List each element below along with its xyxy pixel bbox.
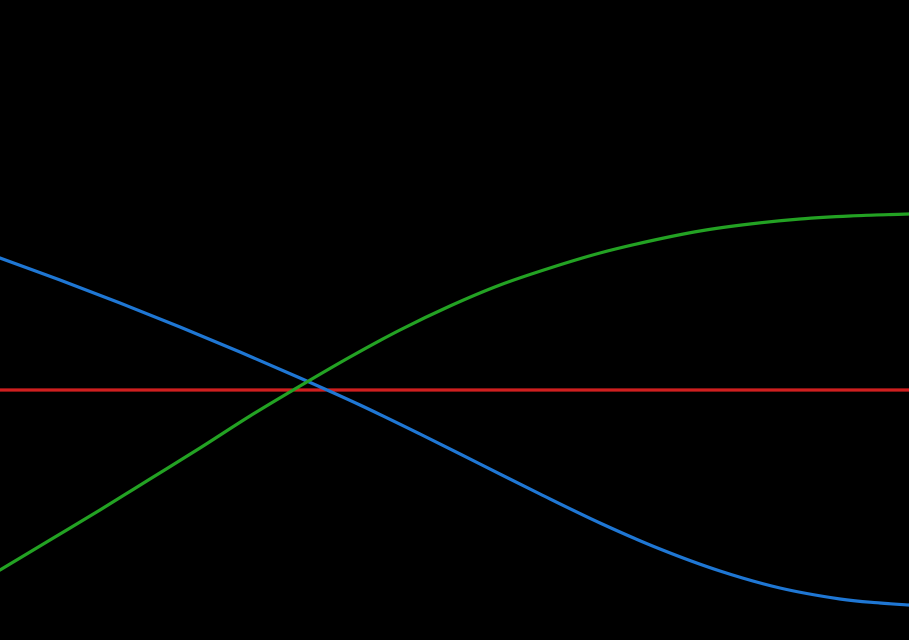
chart-background xyxy=(0,0,909,640)
line-chart xyxy=(0,0,909,640)
